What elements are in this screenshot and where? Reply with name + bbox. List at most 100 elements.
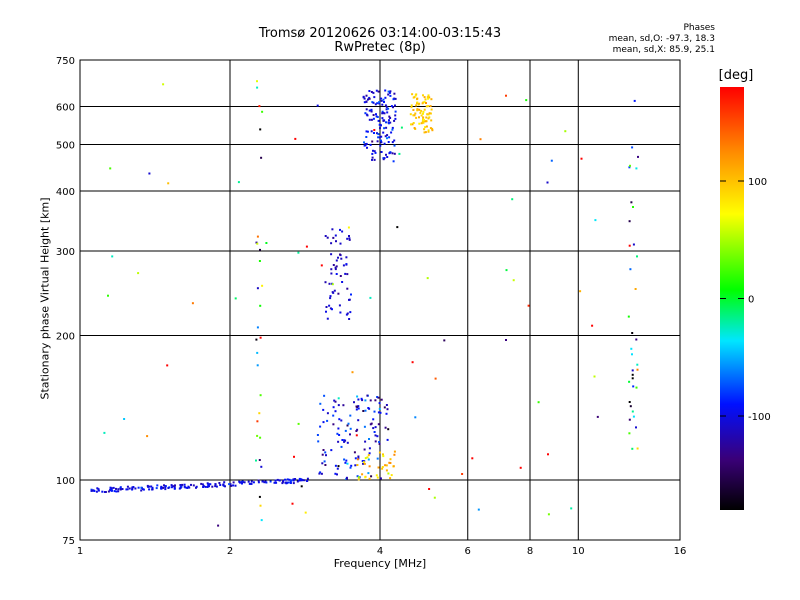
data-point (426, 277, 429, 280)
data-point (319, 402, 322, 405)
data-point (298, 477, 301, 480)
data-point (172, 485, 175, 488)
x-tick-label: 4 (377, 546, 383, 557)
data-point (372, 427, 375, 430)
data-point (375, 115, 378, 118)
data-point (628, 418, 631, 421)
data-point (367, 458, 370, 461)
data-point (378, 441, 381, 443)
data-point (636, 447, 639, 450)
data-point (356, 406, 359, 409)
data-point (341, 281, 344, 283)
data-point (377, 423, 380, 426)
data-point (635, 386, 638, 389)
data-point (214, 485, 217, 488)
colorbar-ticks: 100 0 -100 (720, 177, 771, 423)
data-point (142, 488, 145, 491)
data-point (423, 120, 426, 123)
data-point (382, 111, 385, 114)
data-point (372, 91, 375, 94)
data-point (505, 339, 507, 341)
data-point (292, 482, 295, 485)
data-point (400, 126, 403, 129)
data-point (334, 410, 337, 413)
data-point (430, 119, 433, 122)
data-point (173, 487, 176, 490)
data-point (363, 97, 366, 100)
data-point (353, 401, 355, 404)
data-point (374, 151, 377, 154)
data-point (385, 108, 388, 111)
data-point (259, 394, 262, 397)
data-point (362, 462, 364, 465)
data-point (410, 106, 413, 109)
data-point (328, 282, 331, 285)
data-point (377, 119, 380, 122)
data-point (329, 297, 332, 300)
data-point (593, 375, 596, 378)
data-point (363, 462, 366, 465)
data-point (301, 479, 304, 482)
data-point (330, 272, 333, 275)
data-point (356, 428, 359, 431)
data-point (391, 128, 394, 131)
data-point (414, 112, 417, 115)
data-point (369, 296, 372, 299)
data-point (344, 439, 347, 442)
data-point (337, 256, 339, 259)
data-point (636, 255, 638, 258)
data-point (381, 466, 384, 468)
data-point (393, 92, 396, 95)
data-point (316, 104, 319, 107)
data-point (343, 458, 346, 461)
data-point (179, 486, 182, 489)
data-point (550, 159, 553, 162)
data-point (349, 427, 352, 430)
data-point (338, 434, 341, 436)
data-point (348, 298, 350, 301)
data-point (281, 481, 284, 484)
data-point (162, 83, 165, 86)
data-point (388, 115, 391, 118)
data-point (323, 394, 326, 397)
data-point (292, 479, 295, 482)
data-point (428, 112, 431, 115)
data-point (370, 422, 373, 425)
data-point (364, 112, 367, 115)
data-point (131, 487, 134, 490)
data-point (202, 484, 205, 487)
data-point (368, 465, 371, 468)
data-point (386, 134, 389, 137)
data-point (274, 479, 277, 482)
data-point (381, 112, 384, 115)
data-point (110, 488, 113, 491)
data-point (112, 486, 115, 489)
data-point (393, 450, 396, 453)
y-tick-label: 300 (56, 247, 75, 258)
data-point (209, 483, 212, 486)
data-point (387, 428, 390, 431)
data-point (119, 487, 122, 490)
data-point (131, 486, 134, 489)
y-tick-label: 100 (56, 476, 75, 487)
data-point (391, 152, 394, 155)
data-point (336, 473, 338, 476)
data-point (366, 114, 369, 117)
data-point (96, 487, 99, 490)
data-point (115, 490, 118, 493)
data-point (346, 441, 349, 444)
data-point (334, 464, 337, 467)
data-point (384, 426, 387, 429)
data-point (354, 464, 357, 467)
y-tick-label: 400 (56, 187, 75, 198)
data-point (383, 127, 386, 130)
data-point (423, 96, 426, 99)
data-point (369, 399, 372, 402)
data-point (207, 484, 210, 487)
data-point (333, 289, 336, 292)
data-point (392, 98, 395, 101)
data-point (346, 287, 349, 290)
data-point (132, 486, 135, 488)
data-point (346, 424, 349, 427)
